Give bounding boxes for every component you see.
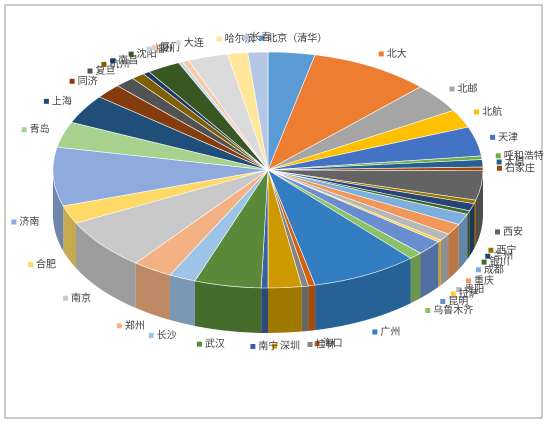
legend-marker [372,329,377,334]
slice-label: 郑州 [125,319,145,332]
slice-side [411,253,421,303]
slice-side [261,288,268,333]
legend-marker [466,278,471,283]
slice-label: 北大 [387,47,407,60]
slice-side [467,211,469,259]
slice-label: 成都 [484,264,504,276]
slice-label: 北航 [482,105,502,118]
legend-marker [101,62,106,67]
legend-marker [11,219,16,224]
legend-marker [88,69,93,74]
slice-side [302,286,309,332]
slice-side [170,275,195,326]
slice-label: 济南 [19,215,39,228]
slice-label: 合肥 [36,257,56,270]
legend-marker [449,86,454,91]
slice-label: 桂林 [316,338,336,351]
legend-marker [474,109,479,114]
slice-label: 南昌 [118,54,138,67]
slice-label: 深圳 [280,340,300,352]
legend-marker [425,308,430,313]
slice-label: 天津 [498,131,518,143]
legend-marker [149,333,154,338]
legend-marker [217,36,222,41]
legend-marker [379,51,384,56]
legend-marker [250,344,255,349]
legend-marker [490,135,495,140]
slice-label: 上海 [52,94,72,107]
slice-label: 北邮 [457,82,477,95]
legend-marker [129,52,134,57]
slice-label: 青岛 [30,123,50,136]
slice-side [441,234,449,285]
slice-side [308,285,315,331]
legend-marker [497,166,502,171]
legend-marker [152,45,157,50]
slice-tops [53,52,483,288]
slice-label: 武汉 [205,337,225,350]
slice-label: 西安 [503,225,523,238]
legend-marker [496,153,501,158]
slice-side [474,200,476,249]
slice-side [470,204,474,256]
legend-marker [495,229,500,234]
slice-label: 南京 [71,291,91,304]
legend-marker [22,127,27,132]
legend-marker [497,160,502,165]
slice-label: 长春 [251,32,271,44]
legend-marker [176,40,181,45]
slice-label: 石家庄 [505,161,535,174]
legend-marker [476,267,481,272]
legend-marker [440,299,445,304]
legend-marker [63,296,68,301]
slice-label: 北京（清华） [267,31,327,44]
slice-label: 哈尔滨 [225,32,255,45]
slice-side [438,240,440,287]
slice-label: 南宁 [258,339,278,352]
legend-marker [28,262,33,267]
slice-label: 广州 [380,326,400,338]
slice-label: 大连 [184,36,204,49]
legend-marker [308,342,313,347]
slice-side [195,281,261,333]
legend-marker [197,342,202,347]
legend-marker [70,79,75,84]
slice-side [268,287,302,333]
slice-label: 乌鲁木齐 [433,303,473,316]
legend-marker [44,99,49,104]
legend-marker [117,323,122,328]
slice-label: 长沙 [157,330,177,342]
legend-marker [243,35,248,40]
legend-marker [110,58,115,63]
legend-marker [147,46,152,51]
